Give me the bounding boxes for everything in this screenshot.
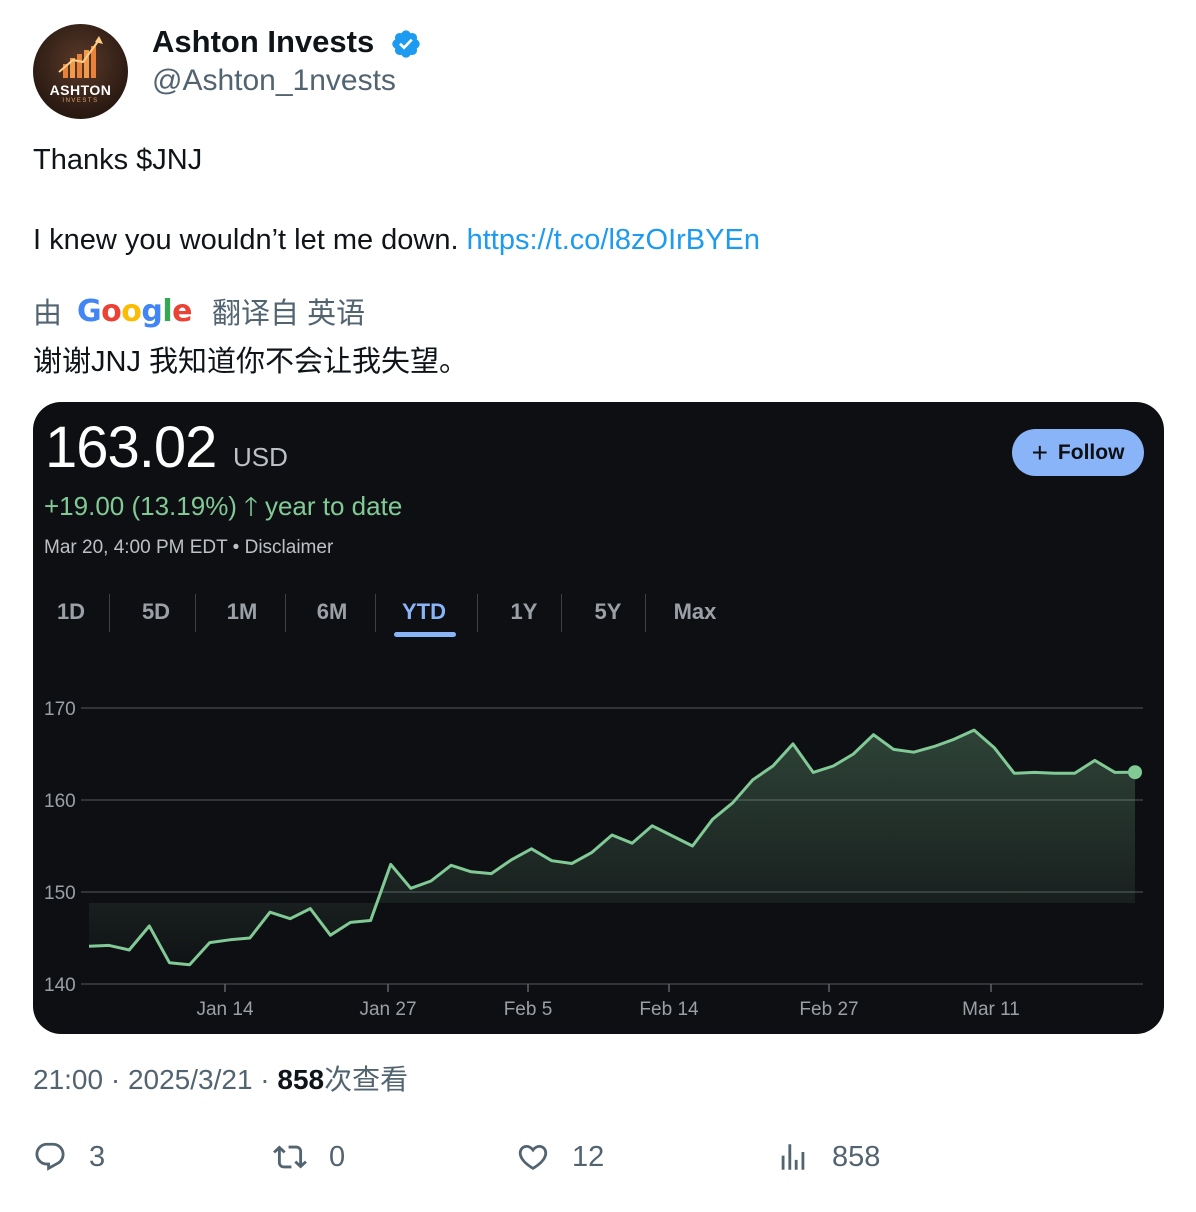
translate-prefix: 由 [33,298,63,330]
tweet-text-line2: I knew you wouldn’t let me down. https:/… [33,224,760,257]
avatar-subtext: INVESTS [62,98,99,104]
follow-button[interactable]: + Follow [1012,429,1144,476]
reply-button[interactable]: 3 [33,1140,105,1174]
series-line [88,728,1136,967]
x-tick-label: Mar 11 [962,999,1020,1020]
reply-icon [35,1142,65,1171]
y-tick-label: 160 [44,791,76,812]
verified-badge-icon [392,30,420,58]
tab-max[interactable]: Max [673,599,717,624]
tab-5y[interactable]: 5Y [594,599,622,624]
price-change-value: +19.00 (13.19%) [44,491,237,521]
arrow-up-icon: 🡑 [244,491,258,521]
series-area [89,730,1135,965]
retweet-icon [273,1145,307,1169]
tweet-actions: 3 0 12 858 [0,1140,1196,1190]
x-tick-label: Feb 14 [639,999,699,1020]
x-tick-label: Jan 27 [359,999,416,1020]
tweet-text-line1: Thanks $JNJ [33,144,203,176]
x-tick-label: Feb 5 [504,999,553,1020]
price-change-period: year to date [264,491,403,521]
avatar[interactable]: ASHTON INVESTS [33,24,128,119]
bar-chart-logo-icon [58,36,103,78]
active-tab-indicator [394,632,456,637]
tweet-link[interactable]: https://t.co/l8zOIrBYEn [466,224,760,256]
reply-count: 3 [89,1140,106,1173]
tweet-text-body: I knew you wouldn’t let me down. [33,224,459,256]
translation-attribution: 由 Google 翻译自 英语 [33,290,365,332]
last-price-marker [1128,765,1142,780]
retweet-button[interactable]: 0 [273,1140,345,1174]
like-button[interactable]: 12 [516,1140,604,1174]
translated-text: 谢谢JNJ 我知道你不会让我失望。 [33,346,469,378]
tab-ytd[interactable]: YTD [402,599,446,624]
tab-6m[interactable]: 6M [316,599,348,624]
views-label: 次查看 [324,1064,409,1095]
views-count: 858 [277,1064,325,1095]
views-action-count: 858 [832,1140,881,1173]
views-button[interactable]: 858 [776,1140,880,1174]
author-name[interactable]: Ashton Invests [152,24,375,59]
like-count: 12 [572,1140,605,1173]
tab-1m[interactable]: 1M [226,599,258,624]
x-tick-label: Jan 14 [196,999,253,1020]
stock-price: 163.02 [45,415,217,480]
x-tick-label: Feb 27 [799,999,858,1020]
author-handle[interactable]: @Ashton_1nvests [152,64,396,97]
follow-label: Follow [1057,440,1125,464]
google-logo: Google [77,293,193,329]
y-tick-label: 150 [44,883,76,904]
tweet-timestamp[interactable]: 21:00 · 2025/3/21 · [33,1064,278,1095]
currency-label: USD [233,442,288,472]
y-tick-label: 140 [44,975,76,996]
retweet-count: 0 [329,1140,346,1173]
tweet-meta: 21:00 · 2025/3/21 · 858次查看 [33,1058,408,1098]
avatar-text: ASHTON [49,82,112,98]
analytics-icon [781,1144,805,1170]
translate-suffix: 翻译自 英语 [212,298,366,330]
tab-1y[interactable]: 1Y [510,599,538,624]
stock-chart-card[interactable]: 163.02 USD +19.00 (13.19%) 🡑 year to dat… [33,402,1164,1034]
y-tick-label: 170 [44,699,76,720]
price-change: +19.00 (13.19%) 🡑 year to date [44,488,402,532]
range-tabs: 1D 5D 1M 6M YTD 1Y 5Y Max [33,592,753,637]
tab-1d[interactable]: 1D [56,599,86,624]
quote-timestamp: Mar 20, 4:00 PM EDT • Disclaimer [44,537,334,558]
heart-icon [518,1144,548,1170]
plus-icon: + [1031,436,1048,468]
tab-5d[interactable]: 5D [141,599,171,624]
price-chart[interactable]: 140 150 160 170 Jan 14 Jan 27 Feb 5 Feb 14 Feb 2… [33,652,1164,1034]
